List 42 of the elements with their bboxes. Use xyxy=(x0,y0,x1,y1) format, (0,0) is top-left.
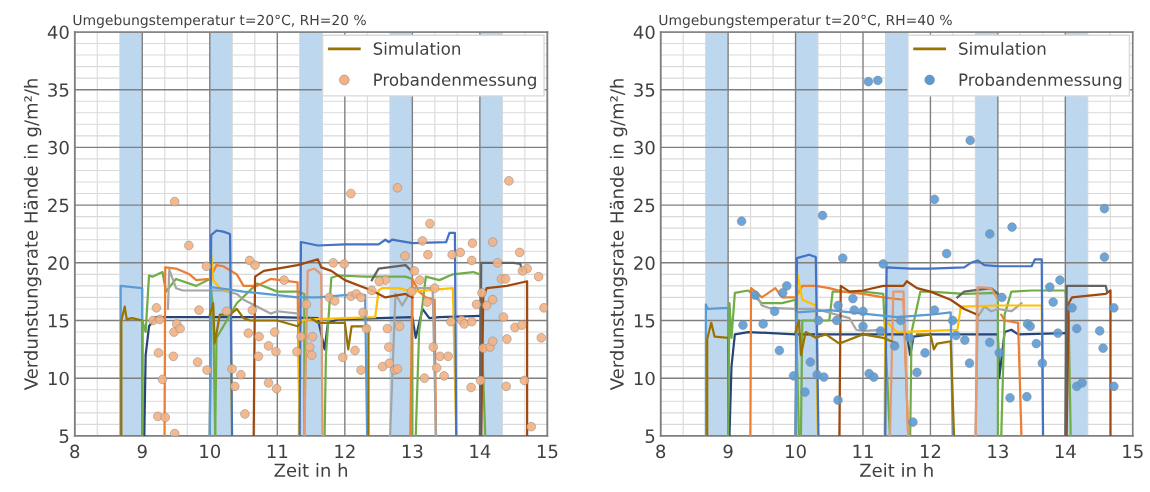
legend-label: Simulation xyxy=(373,41,461,55)
y-tick-label: 15 xyxy=(48,314,69,328)
chart-title: Umgebungstemperatur t=20°C, RH=20 % xyxy=(73,14,366,28)
y-tick-label: 5 xyxy=(59,429,69,444)
x-tick-label: 11 xyxy=(267,444,288,458)
x-tick-label: 15 xyxy=(1123,444,1143,459)
y-tick-label: 30 xyxy=(634,140,655,155)
y-tick-label: 40 xyxy=(633,25,655,40)
y-axis-title: Verdunstungsrate Hände in g/m²/h xyxy=(609,79,628,391)
chart-title: Umgebungstemperatur t=20°C, RH=40 % xyxy=(659,14,952,28)
y-tick-label: 40 xyxy=(47,25,69,40)
x-axis-title: Zeit in h xyxy=(860,463,933,478)
x-tick-label: 8 xyxy=(70,444,80,459)
y-tick-label: 25 xyxy=(48,198,69,213)
x-axis-title: Zeit in h xyxy=(274,463,348,478)
y-tick-label: 20 xyxy=(48,256,69,270)
y-tick-label: 30 xyxy=(48,140,69,155)
x-tick-label: 10 xyxy=(200,444,221,459)
y-tick-label: 10 xyxy=(634,371,655,386)
x-tick-label: 15 xyxy=(537,444,558,459)
x-tick-label: 13 xyxy=(988,444,1008,459)
y-tick-label: 15 xyxy=(634,314,655,328)
y-tick-label: 10 xyxy=(48,371,69,386)
x-tick-label: 11 xyxy=(853,444,873,458)
y-tick-label: 25 xyxy=(634,198,655,213)
x-tick-label: 13 xyxy=(402,444,423,459)
legend-label: Probandenmessung xyxy=(374,73,536,90)
x-tick-label: 14 xyxy=(1055,444,1076,458)
x-tick-label: 10 xyxy=(786,444,806,459)
x-tick-label: 12 xyxy=(335,444,355,458)
x-tick-label: 12 xyxy=(920,444,941,458)
y-tick-label: 20 xyxy=(634,256,655,270)
y-axis-title: Verdunstungsrate Hände in g/m²/h xyxy=(23,79,42,391)
y-tick-label: 5 xyxy=(645,429,655,444)
x-tick-label: 9 xyxy=(723,444,733,459)
x-tick-label: 8 xyxy=(656,444,666,459)
legend-label: Simulation xyxy=(959,41,1046,55)
x-tick-label: 14 xyxy=(470,444,491,458)
y-tick-label: 35 xyxy=(48,83,69,97)
legend-label: Probandenmessung xyxy=(959,73,1122,90)
y-tick-label: 35 xyxy=(634,83,655,97)
x-tick-label: 9 xyxy=(137,444,147,459)
